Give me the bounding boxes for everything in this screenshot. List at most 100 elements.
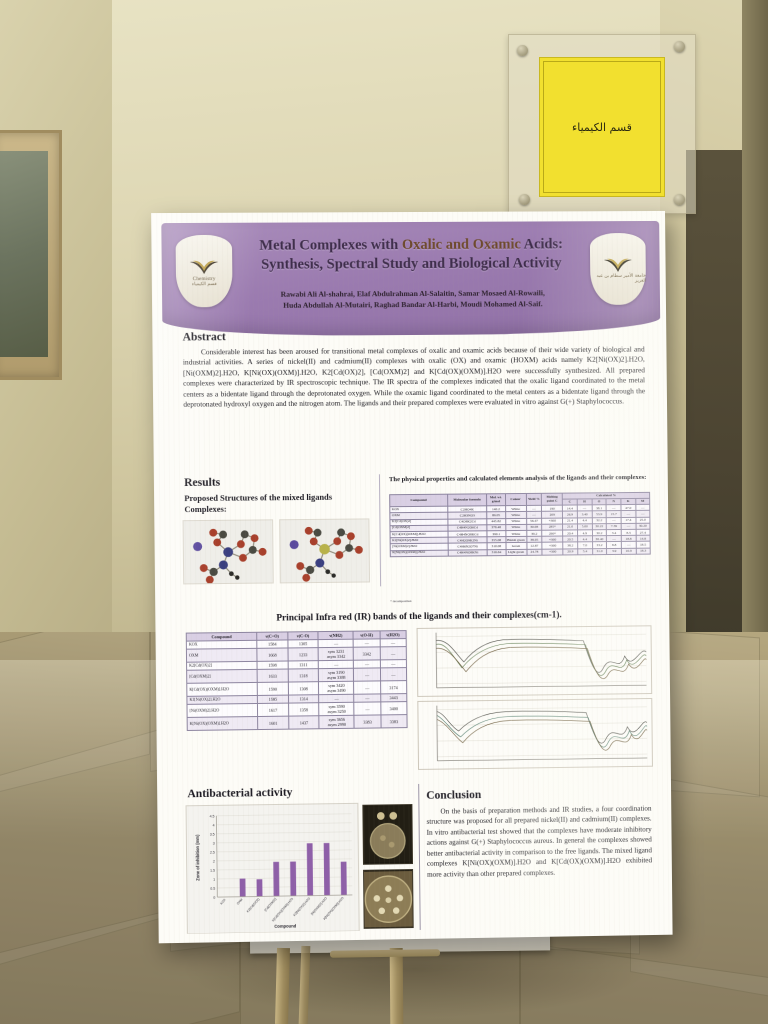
ir-cell-compound: [Cd(OXM)2] [186,669,258,684]
ir-bands-table: Compound ν(C=O) ν(C-O) ν(NH2) ν(O-H) ν(H… [186,630,408,731]
logo-left-arabic: قسم الكيمياء [191,281,217,287]
phys-cell-colour: Light green [505,548,527,556]
ir-cell-h2o: 3174 [380,680,407,695]
sign-bolt-bottom-left [519,194,530,205]
structures-subheading: Proposed Structures of the mixed ligands… [184,492,333,515]
chemistry-department-sign: قسم الكيمياء [539,57,665,197]
ir-cell-h2o: — [379,646,407,661]
ir-cell-oh: 3383 [354,715,381,729]
ir-cell-co: 1308 [288,681,319,696]
svg-text:0.5: 0.5 [210,887,215,891]
ir-cell-co2: 1601 [257,716,289,730]
ir-cell-nh2: sym 3656 asym 2990 [319,715,355,730]
phys-cell-mw: 316.64 [487,549,506,556]
petri-dish-icon [363,805,412,862]
research-poster: Chemistry قسم الكيمياء Metal Complexes w… [151,210,673,944]
ir-cell-h2o: 3383 [380,714,408,729]
chart-bar [306,843,314,896]
svg-text:3: 3 [213,841,215,845]
antibacterial-bar-chart: 0 0.5 1 1.5 2 2.5 3 3.5 4 4.5 KOX OXM K2[Cd(OX)2] [C… [185,802,360,934]
petri-dish-photos [362,804,414,929]
chart-bar [290,861,297,896]
antibacterial-heading: Antibacterial activity [187,786,293,801]
wall-sign-plate: قسم الكيمياء [508,34,696,214]
phys-th-compound: Compound [389,494,448,507]
ir-table-caption: Principal Infra red (IR) bands of the li… [276,610,562,624]
conclusion-heading: Conclusion [426,789,482,802]
ir-cell-compound: OXM [186,648,258,663]
authors-line-2: Huda Abdullah Al-Mutairi, Raghad Bandar … [283,299,543,311]
poster-header-band: Chemistry قسم الكيمياء Metal Complexes w… [161,220,661,337]
phys-cell-k: 10.9 [621,547,637,555]
abstract-body: Considerable interest has been aroused f… [182,344,646,409]
ir-cell-co2: 1617 [257,703,289,717]
structure-image-nickel [182,519,274,585]
ir-cell-co: 1318 [287,668,319,683]
proposed-structures-images [182,518,371,585]
ir-cell-compound: [Ni(OXM)2].H2O [186,703,258,718]
phys-cell-mp: +300 [542,548,564,556]
svg-text:0: 0 [213,896,215,900]
easel-leg-right [389,947,404,1024]
svg-text:1: 1 [213,878,215,882]
abstract-section: Considerable interest has been aroused f… [183,344,645,410]
university-logo: جامعة الأمير سطام بن عبد العزيز [589,232,647,305]
chemistry-department-logo: Chemistry قسم الكيمياء [175,234,233,308]
sign-label: قسم الكيمياء [572,120,632,134]
molecule-diagram-icon [193,528,267,584]
ir-cell-oh: — [353,668,381,682]
window-frame [0,130,62,380]
svg-text:2.5: 2.5 [210,850,215,854]
chart-bar [323,842,330,896]
spectrum-chart-icon [418,626,651,696]
ir-cell-nh2: sym 3190 asym 3388 [318,668,354,682]
petri-dish-photo-top [362,804,414,865]
ir-spectrum-plot-top [416,625,653,697]
ir-cell-nh2: sym 3231 asym 3342 [318,647,354,661]
molecule-diagram-icon [289,526,363,582]
phys-cell-yield: 24.78 [526,548,543,556]
physical-properties-table: Compound Molecular formula Mol. wt. g/mo… [389,492,651,557]
phys-cell-h: 5.4 [577,548,593,555]
ir-cell-co2: 1633 [257,669,289,683]
phys-table-footnote: * decomposition [390,599,412,604]
open-book-icon [189,260,219,274]
petri-dish-photo-bottom [363,868,414,929]
svg-text:Compound: Compound [274,924,296,929]
dark-doorway [686,150,744,670]
abstract-heading: Abstract [182,331,226,344]
spectrum-chart-icon [419,698,652,769]
ir-cell-nh2: sym 3420 asym 3490 [318,681,355,695]
table-row: K[Ni(OX)(OXM)].H2O 1601 1437 sym 3656 asym 2… [187,714,408,731]
ir-cell-oh: — [354,702,381,716]
phys-th-formula: Molecular formula [447,493,487,507]
results-heading: Results [184,476,221,490]
ir-cell-oh: 3342 [353,646,381,661]
ir-cell-nh2: sym 3590 asym 3250 [319,702,355,717]
bar-chart-icon: 00.511.522.533.544.5 KOX OXM K2[Cd(OX)2] [C… [186,803,359,934]
ir-cell-oh: — [353,681,381,695]
ir-cell-co: 1437 [288,716,320,730]
ir-cell-co2: 1590 [257,682,289,696]
phys-th-colour: Colour [504,493,527,506]
column-divider [378,474,382,587]
svg-text:4.5: 4.5 [210,814,215,818]
structure-image-cadmium [279,518,371,584]
poster-title: Metal Complexes with Oxalic and Oxamic A… [238,235,584,275]
ir-table-body: KOX 1584 1305— — — OXM 1668 1233 sym 3231 asym 33… [186,638,408,731]
sign-bolt-top-right [674,41,685,52]
chart-bar [340,861,347,896]
logo-right-arabic: جامعة الأمير سطام بن عبد العزيز [596,273,646,284]
phys-cell-o: 31.0 [592,548,607,555]
svg-text:4: 4 [213,823,215,827]
phys-table-body: KOX C2HO4K 140.2 White —190 14.4—38.1—47.0— OX… [389,504,651,557]
conclusion-divider [418,783,421,930]
chart-bar [256,879,263,897]
phys-cell-compound: K[Ni(OX)(OXM)].H2O [390,549,449,557]
phys-th-mw: Mol. wt. g/mol [486,493,506,507]
ir-cell-co: 1233 [287,647,319,662]
poster-title-line1: Metal Complexes with Oxalic and Oxamic A… [259,236,564,254]
conclusion-section: On the basis of preparation methods and … [426,804,652,881]
ir-cell-h2o: 3400 [380,701,407,716]
chart-x-tick-label: OXM [236,897,244,905]
